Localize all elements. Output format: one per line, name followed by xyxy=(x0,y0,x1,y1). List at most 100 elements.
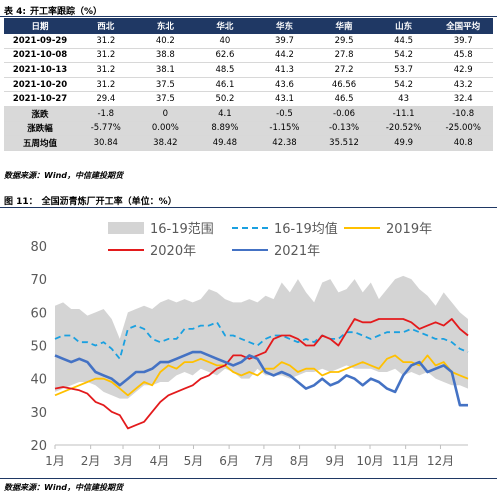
table-cell: 37.5 xyxy=(135,91,196,107)
x-tick-label: 4月 xyxy=(150,454,170,468)
figure-caption-rule xyxy=(0,207,497,208)
table-row: 2021-10-20 31.2 37.5 46.1 43.6 46.56 54.… xyxy=(4,77,493,93)
x-tick-label: 10月 xyxy=(356,454,383,468)
header-cell: 西北 xyxy=(76,18,136,34)
legend-label-y2020: 2020年 xyxy=(150,244,196,259)
summary-label: 涨跌幅 xyxy=(4,121,76,137)
series-line-y2021 xyxy=(54,350,468,407)
table-caption-title: 开工率跟踪（%） xyxy=(30,7,103,17)
table-cell: -5.77% xyxy=(76,121,136,137)
table-cell: 43.1 xyxy=(254,91,315,107)
header-cell: 华东 xyxy=(254,18,315,34)
figure-caption: 图 11： 全国沥青炼厂开工率（单位：%） xyxy=(4,194,177,207)
header-cell: 华北 xyxy=(195,18,255,34)
table-caption-rule xyxy=(0,16,497,17)
table-cell: 45.8 xyxy=(433,48,493,64)
legend-swatch-range xyxy=(108,222,144,234)
legend-label-range: 16-19范围 xyxy=(150,222,214,237)
table-cell: 46.1 xyxy=(195,77,255,93)
y-tick-label: 80 xyxy=(30,240,47,255)
y-tick-label: 40 xyxy=(30,373,47,388)
table-cell: -0.06 xyxy=(314,106,374,122)
table-header-row: 日期 西北 东北 华北 华东 华南 山东 全国平均 xyxy=(4,18,493,34)
x-tick-label: 8月 xyxy=(290,454,310,468)
row-date: 2021-09-29 xyxy=(4,34,76,49)
table-cell: 50.2 xyxy=(195,91,255,107)
row-date: 2021-10-13 xyxy=(4,62,76,78)
table-caption: 表 4: 开工率跟踪（%） xyxy=(4,4,102,17)
x-tick-label: 7月 xyxy=(254,454,274,468)
table-body: 2021-09-29 31.2 40.2 40 39.7 29.5 44.5 3… xyxy=(4,34,493,151)
operating-rate-table: 日期 西北 东北 华北 华东 华南 山东 全国平均 2021-09-29 31.… xyxy=(4,18,493,151)
table-cell: 31.2 xyxy=(76,48,136,64)
table-cell: 37.5 xyxy=(135,77,196,93)
table-cell: 42.38 xyxy=(254,135,315,151)
table-caption-label: 表 4: xyxy=(4,7,26,17)
table-cell: -11.1 xyxy=(373,106,434,122)
range-band-area xyxy=(55,275,468,399)
row-date: 2021-10-08 xyxy=(4,48,76,64)
series-line-y2019 xyxy=(54,354,469,397)
summary-row: 涨跌幅 -5.77% 0.00% 8.89% -1.15% -0.13% -20… xyxy=(4,121,493,137)
x-tick-label: 6月 xyxy=(219,454,239,468)
table-cell: 39.7 xyxy=(433,34,493,49)
operating-rate-chart: 20 30 40 50 60 70 80 1月 2月 3月 4月 5月 6月 7月 8月 9月 10月 11月 12… xyxy=(30,221,469,468)
table-cell: 0 xyxy=(135,106,196,122)
row-date: 2021-10-20 xyxy=(4,77,76,93)
table-cell: 48.5 xyxy=(195,62,255,78)
table-cell: 43.6 xyxy=(254,77,315,93)
table-source: 数据来源：Wind，中信建投期货 xyxy=(4,171,123,180)
table-cell: 4.1 xyxy=(195,106,255,122)
x-tick-label: 2月 xyxy=(81,454,101,468)
table-cell: 49.48 xyxy=(195,135,255,151)
table-cell: 46.5 xyxy=(314,91,374,107)
header-cell: 全国平均 xyxy=(433,18,493,34)
header-cell: 山东 xyxy=(373,18,434,34)
table-cell: 44.2 xyxy=(254,48,315,64)
x-tick-label: 1月 xyxy=(45,454,65,468)
table-cell: 31.2 xyxy=(76,77,136,93)
table-cell: 54.2 xyxy=(373,77,434,93)
header-cell: 日期 xyxy=(4,18,76,34)
table-row: 2021-10-08 31.2 38.8 62.6 44.2 27.8 54.2… xyxy=(4,48,493,64)
table-row: 2021-10-13 31.2 38.1 48.5 41.3 27.2 53.7… xyxy=(4,62,493,78)
header-cell: 东北 xyxy=(135,18,196,34)
table-cell: 40.8 xyxy=(433,135,493,151)
row-date: 2021-10-27 xyxy=(4,91,76,107)
x-tick-label: 12月 xyxy=(427,454,454,468)
table-cell: 38.8 xyxy=(135,48,196,64)
table-cell: 43.2 xyxy=(433,77,493,93)
table-cell: -10.8 xyxy=(433,106,493,122)
summary-row: 五周均值 30.84 38.42 49.48 42.38 35.512 49.9… xyxy=(4,135,493,151)
table-cell: -0.5 xyxy=(254,106,315,122)
table-cell: 54.2 xyxy=(373,48,434,64)
figure-caption-title: 全国沥青炼厂开工率（单位：%） xyxy=(41,197,177,207)
table-cell: 31.2 xyxy=(76,62,136,78)
table-cell: -1.8 xyxy=(76,106,136,122)
legend-label-avg: 16-19均值 xyxy=(274,221,338,237)
table-cell: 35.512 xyxy=(314,135,374,151)
table-cell: 40 xyxy=(195,34,255,49)
summary-row: 涨跌 -1.8 0 4.1 -0.5 -0.06 -11.1 -10.8 xyxy=(4,106,493,122)
figure-source: 数据来源：Wind，中信建投期货 xyxy=(4,483,123,492)
figure-bottom-rule xyxy=(0,478,497,479)
legend-label-y2021: 2021年 xyxy=(274,244,320,259)
table-cell: 8.89% xyxy=(195,121,255,137)
y-tick-label: 70 xyxy=(30,273,47,288)
table-cell: 29.4 xyxy=(76,91,136,107)
x-tick-label: 3月 xyxy=(113,454,133,468)
header-cell: 华南 xyxy=(314,18,374,34)
table-cell: -1.15% xyxy=(254,121,315,137)
summary-label: 五周均值 xyxy=(4,135,76,151)
table-cell: 42.9 xyxy=(433,62,493,78)
table-cell: 53.7 xyxy=(373,62,434,78)
table-cell: 27.8 xyxy=(314,48,374,64)
table-cell: 27.2 xyxy=(314,62,374,78)
figure-caption-label: 图 11： xyxy=(4,197,38,207)
legend-label-y2019: 2019年 xyxy=(386,222,432,237)
y-tick-label: 30 xyxy=(30,406,47,421)
x-tick-label: 9月 xyxy=(325,454,345,468)
y-tick-label: 50 xyxy=(30,340,47,355)
table-cell: 49.9 xyxy=(373,135,434,151)
table-cell: 39.7 xyxy=(254,34,315,49)
